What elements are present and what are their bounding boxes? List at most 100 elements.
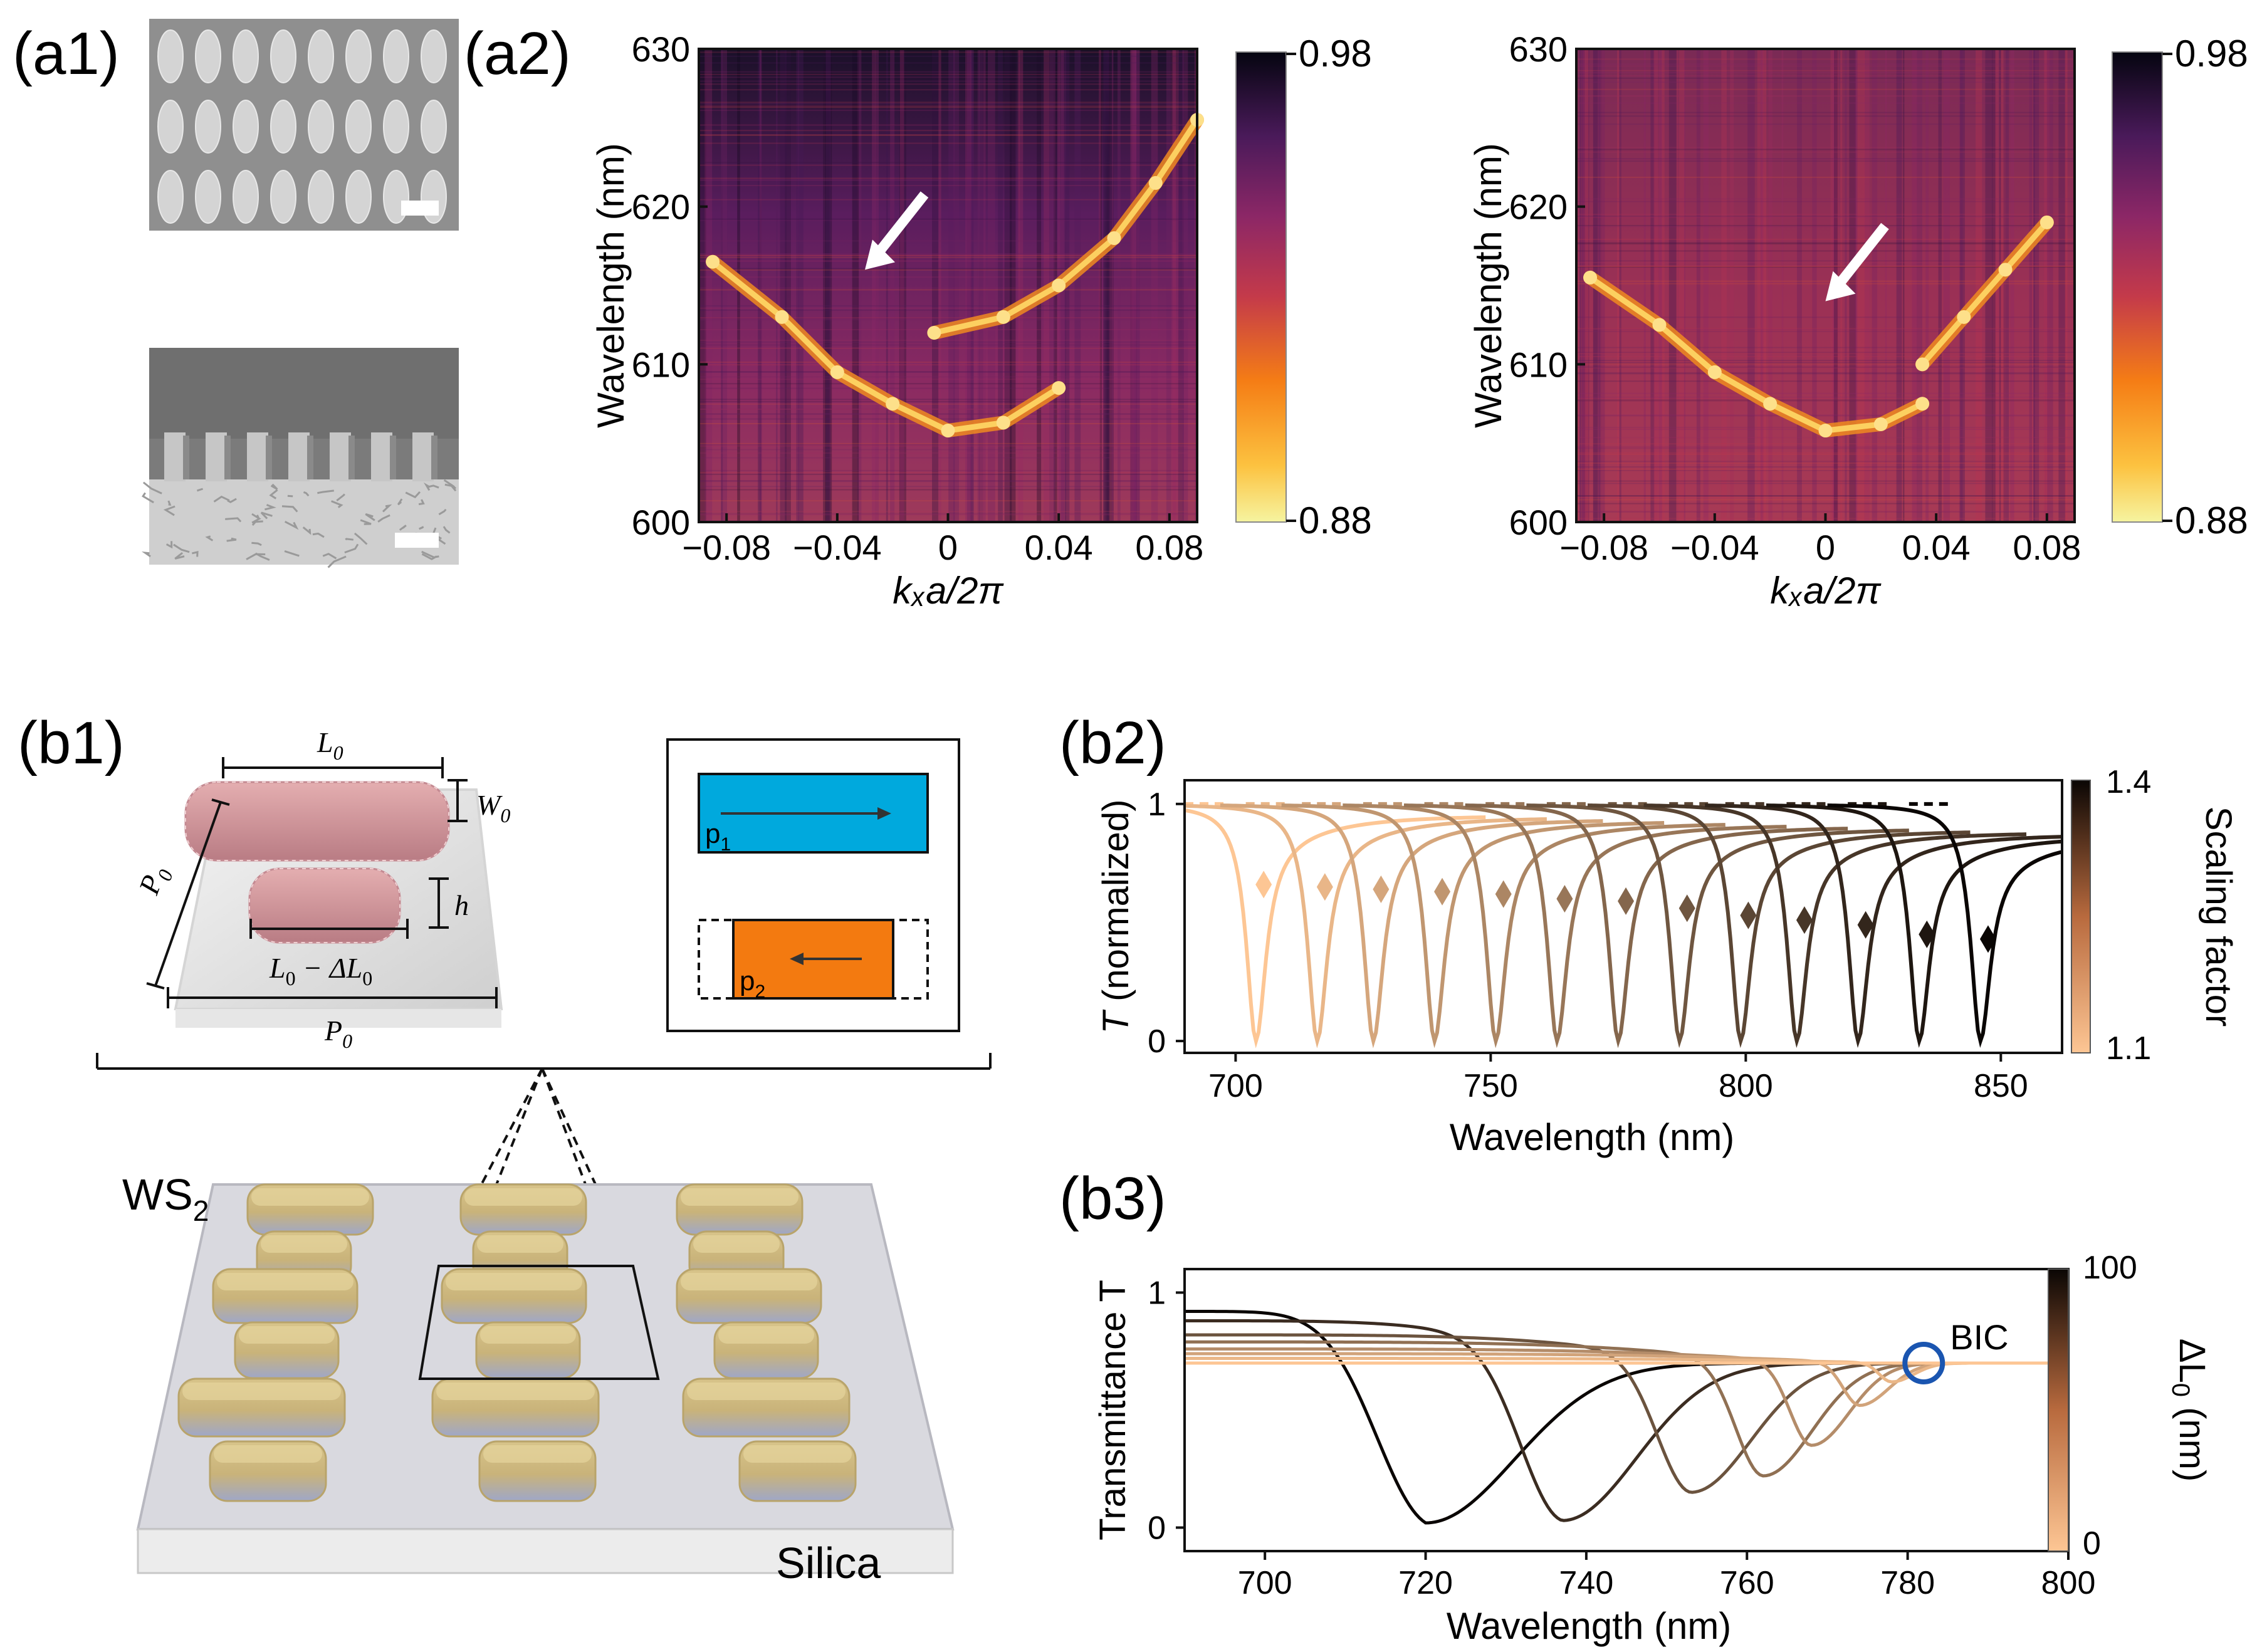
sem-pillar-side bbox=[371, 432, 392, 481]
b2-line-series bbox=[1185, 803, 1547, 1048]
x-tick-label: 0 bbox=[1816, 528, 1835, 567]
heatmap-noise bbox=[699, 179, 1197, 181]
heatmap-streak bbox=[780, 49, 787, 522]
sem-pillar bbox=[233, 170, 259, 224]
heatmap-noise bbox=[1576, 495, 2075, 497]
sem-pillar-side bbox=[247, 432, 268, 481]
y-tick-label: 0 bbox=[1148, 1023, 1166, 1060]
colorbar-min-label: 1.1 bbox=[2106, 1030, 2151, 1067]
heatmap-noise bbox=[1576, 198, 2075, 200]
heatmap-streak bbox=[2045, 49, 2047, 522]
heatmap-noise bbox=[699, 240, 1197, 242]
b2-marker bbox=[1556, 885, 1573, 913]
heatmap-noise bbox=[699, 269, 1197, 271]
heatmap-streak bbox=[1111, 49, 1114, 522]
bic-label: BIC bbox=[1950, 1317, 2008, 1357]
x-tick-label: 0.04 bbox=[1025, 528, 1093, 567]
heatmap-streak bbox=[932, 49, 939, 522]
heatmap-noise bbox=[1576, 396, 2075, 398]
heatmap-noise bbox=[1576, 77, 2075, 79]
band-core-upper bbox=[1919, 219, 2050, 367]
x-tick-label: −0.04 bbox=[793, 528, 882, 567]
y-axis-label: Wavelength (nm) bbox=[1467, 143, 1509, 428]
band-point bbox=[1998, 263, 2013, 277]
heatmap-noise bbox=[1576, 447, 2075, 449]
heatmap-streak bbox=[1959, 49, 1963, 522]
band-point bbox=[941, 424, 955, 438]
heatmap-streak bbox=[977, 49, 980, 522]
sem-crack bbox=[191, 550, 199, 557]
heatmap-noise bbox=[1576, 330, 2075, 332]
array-pillar-top bbox=[743, 1445, 852, 1463]
svg-text:WS2: WS2 bbox=[122, 1170, 209, 1227]
heatmap-noise bbox=[1576, 360, 2075, 362]
sem-crack bbox=[327, 555, 347, 568]
band-point bbox=[1818, 424, 1833, 438]
heatmap-streak bbox=[979, 49, 983, 522]
heatmap-streak bbox=[1178, 49, 1184, 522]
band-point bbox=[1707, 365, 1722, 379]
heatmap-streak bbox=[965, 49, 971, 522]
heatmap-noise bbox=[699, 361, 1197, 363]
heatmap-noise bbox=[699, 253, 1197, 255]
b3-line-series bbox=[1185, 1357, 2068, 1384]
x-tick-label: 780 bbox=[1880, 1565, 1935, 1601]
heatmap-noise bbox=[1576, 468, 2075, 470]
heatmap-noise bbox=[1576, 115, 2075, 117]
y-tick-label: 1 bbox=[1148, 787, 1166, 823]
heatmap-noise bbox=[699, 260, 1197, 262]
sem-crack bbox=[225, 517, 242, 523]
heatmap-streak bbox=[2001, 49, 2006, 522]
heatmap-noise bbox=[699, 124, 1197, 126]
sem-pillar bbox=[195, 100, 221, 154]
colorbar bbox=[2071, 780, 2091, 1053]
sem-pillar bbox=[421, 100, 447, 154]
heatmap-streak bbox=[1171, 49, 1179, 522]
heatmap-noise bbox=[699, 452, 1197, 454]
band-point bbox=[1915, 357, 1930, 372]
sem-pillar bbox=[233, 29, 259, 83]
heatmap-noise bbox=[1576, 88, 2075, 90]
heatmap-noise bbox=[1576, 58, 2075, 60]
heatmap-noise bbox=[1576, 95, 2075, 97]
y-tick-label: 610 bbox=[1509, 345, 1568, 384]
y-tick-label: 600 bbox=[632, 503, 690, 542]
heatmap-streak bbox=[1757, 49, 1763, 522]
heatmap-noise bbox=[699, 511, 1197, 513]
heatmap-streak bbox=[1925, 49, 1929, 522]
sem-pillar bbox=[308, 29, 334, 83]
heatmap-streak bbox=[1130, 49, 1137, 522]
heatmap-streak bbox=[2065, 49, 2068, 522]
sem-crack bbox=[165, 541, 173, 549]
x-tick-label: −0.04 bbox=[1670, 528, 1759, 567]
sem-pillar-side bbox=[164, 432, 186, 481]
heatmap-streak bbox=[1130, 49, 1137, 522]
plot-frame bbox=[1183, 779, 2063, 1054]
heatmap-streak bbox=[1768, 49, 1772, 522]
sem-pillar-shadow bbox=[183, 436, 189, 479]
sem-crack bbox=[251, 513, 261, 524]
heatmap-noise bbox=[1576, 511, 2075, 513]
sem-pillar-shadow bbox=[348, 436, 355, 479]
x-tick-label: 0.08 bbox=[2013, 528, 2081, 567]
heatmap-noise bbox=[1576, 160, 2075, 162]
heatmap-noise bbox=[1576, 399, 2075, 401]
sem-crack bbox=[377, 514, 390, 523]
silica-label: Silica bbox=[776, 1539, 881, 1587]
heatmap-noise bbox=[699, 105, 1197, 107]
heatmap-streak bbox=[1173, 49, 1176, 522]
sem-pillar bbox=[270, 100, 296, 154]
annotation-arrow-shaft bbox=[873, 191, 929, 258]
heatmap-streak bbox=[1166, 49, 1171, 522]
heatmap-noise bbox=[699, 489, 1197, 491]
heatmap-streak bbox=[1872, 49, 1878, 522]
array-pillar-top bbox=[483, 1445, 592, 1463]
heatmap-streak bbox=[1103, 49, 1109, 522]
sem-crack bbox=[360, 519, 372, 525]
sem-crack bbox=[312, 532, 325, 538]
heatmap-streak bbox=[1730, 49, 1734, 522]
heatmap-noise bbox=[699, 473, 1197, 475]
y-tick-label: 620 bbox=[1509, 187, 1568, 227]
heatmap-streak bbox=[2033, 49, 2035, 522]
